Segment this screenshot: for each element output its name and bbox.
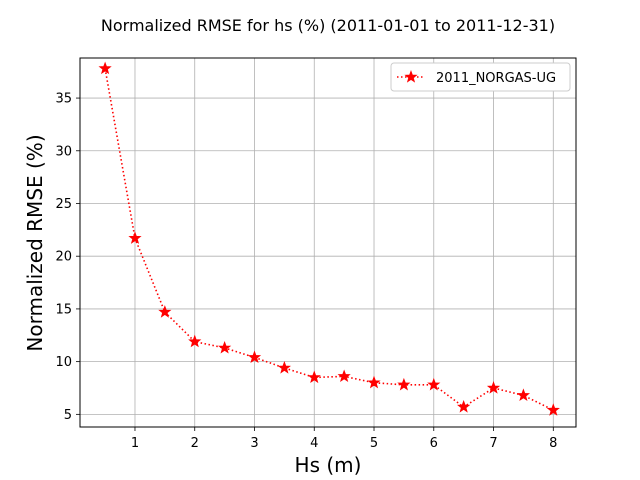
data-point: [337, 369, 351, 383]
legend-label: 2011_NORGAS-UG: [436, 71, 556, 86]
legend: 2011_NORGAS-UG: [390, 62, 571, 92]
data-point: [128, 231, 142, 244]
legend-marker-star: [404, 70, 418, 83]
x-tick-label: 1: [131, 436, 139, 451]
y-tick-label: 30: [55, 144, 72, 159]
ticks: 1 2 3 4 5 6 7 8 5 10 15 20 25 30 35: [55, 92, 557, 451]
x-tick-label: 6: [430, 436, 438, 451]
data-point: [486, 381, 501, 394]
data-point: [188, 334, 202, 348]
x-tick-label: 5: [370, 436, 378, 451]
legend-box: [390, 62, 571, 92]
y-tick-label: 35: [55, 92, 72, 107]
x-tick-label: 3: [250, 436, 258, 451]
x-tick-label: 4: [310, 436, 318, 451]
y-tick-label: 20: [55, 250, 72, 265]
data-point: [367, 375, 381, 389]
y-tick-label: 5: [64, 408, 72, 423]
data-point: [247, 350, 262, 364]
data-point: [158, 305, 172, 318]
series-line: [104, 68, 554, 411]
data-point: [516, 388, 531, 401]
series-layer: [98, 61, 560, 416]
data-point: [307, 370, 321, 384]
y-tick-label: 10: [55, 355, 72, 370]
data-point: [98, 61, 112, 75]
y-axis-label: Normalized RMSE (%): [23, 134, 47, 351]
x-axis-label: Hs (m): [295, 453, 362, 477]
grid: [80, 58, 576, 427]
data-point: [218, 340, 232, 354]
y-tick-label: 25: [55, 197, 72, 212]
y-tick-label: 15: [55, 302, 72, 317]
chart-title: Normalized RMSE for hs (%) (2011-01-01 t…: [101, 16, 555, 35]
x-tick-label: 2: [191, 436, 199, 451]
x-tick-label: 8: [549, 436, 557, 451]
data-point: [397, 377, 411, 391]
plot-area-frame: [79, 57, 577, 428]
series-0: [98, 61, 560, 416]
x-tick-label: 7: [489, 436, 497, 451]
data-point: [457, 400, 471, 413]
data-point: [546, 403, 560, 416]
data-point: [427, 377, 441, 391]
data-point: [277, 361, 291, 374]
